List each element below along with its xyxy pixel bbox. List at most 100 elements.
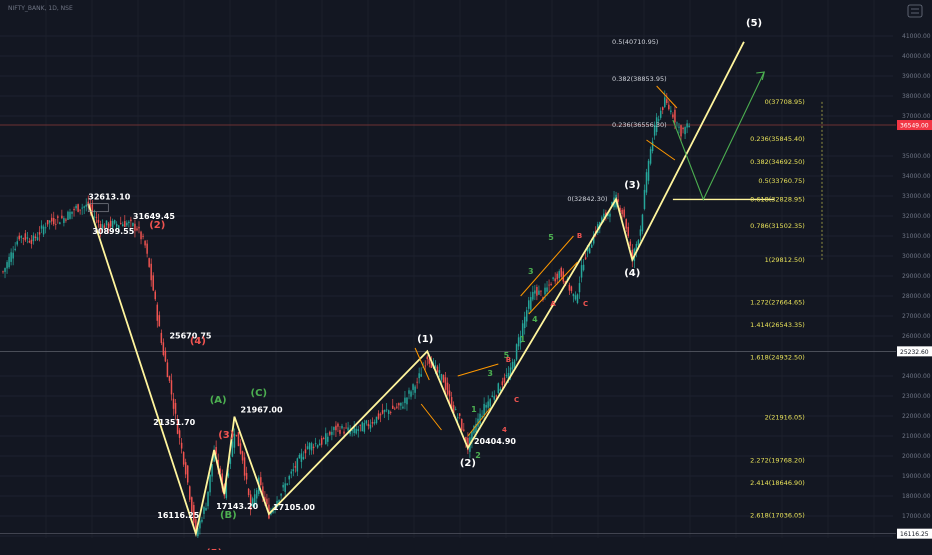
candle-body [517,337,520,347]
candle-body [146,243,148,254]
candle-body [521,323,524,338]
fib-level-label: 0.382(34692.50) [750,158,805,166]
candle-body [674,109,676,123]
wave-label: (4) [190,336,206,347]
price-tag-label: 36549.00 [900,123,929,130]
wave-label: C [514,396,519,404]
candle-body [282,484,284,488]
price-tag-label: 16116.25 [900,531,929,538]
candle-body [611,201,613,206]
candle-body [410,391,412,397]
candle-body [28,241,31,243]
candle-body [50,217,53,222]
candle-body [85,204,87,207]
candle-body [475,423,477,433]
fib-level-label: 1.272(27664.65) [750,299,805,307]
candle-body [144,240,146,246]
candle-body [621,209,623,215]
wave-label: 3 [528,267,534,276]
candle-body [61,215,63,219]
fib-level-label: 0.236(35845.40) [750,135,805,143]
price-label: 16116.25 [157,511,199,520]
candle-body [574,295,577,300]
candle-body [355,428,357,434]
fib-level-label: 0.5(33760.75) [758,177,804,185]
candle-body [150,263,152,281]
candle-body [162,342,165,356]
candle-body [670,110,672,113]
price-label: 30899.55 [92,227,134,236]
candle-body [12,252,14,259]
fib-level-label: 0(37708.95) [765,98,805,106]
wave-label: (A) [210,395,227,406]
channel-line [467,407,491,437]
ticker-label: NIFTY_BANK, 1D, NSE [8,5,73,12]
candle-body [605,212,607,216]
candle-body [440,374,443,380]
candle-body [136,228,138,231]
candle-body [172,398,175,409]
candle-body [584,257,587,260]
candle-body [32,235,35,242]
y-tick-label: 38000.00 [902,93,931,100]
candle-body [392,405,394,409]
candle-body [262,486,264,497]
candle-body [341,425,343,429]
candle-body [609,213,611,217]
candle-body [454,409,457,410]
wave-label: (3) [624,180,640,191]
candle-body [672,114,674,118]
y-tick-label: 26000.00 [902,333,931,340]
candle-body [103,225,106,229]
annotations: 0(37708.95) 0.236(35845.40) 0.382(34692.50… [88,18,805,555]
fib-level-label: 1.414(26543.35) [750,321,805,329]
fib-level-label: 2.414(18646.90) [750,479,805,487]
candle-body [245,472,248,480]
candle-body [641,214,644,232]
wave-label: 5 [548,233,554,242]
candle-body [113,220,116,224]
price-label: 31649.45 [133,212,175,221]
candle-body [645,172,648,193]
candle-body [168,376,171,381]
candle-body [57,216,59,218]
candle-body [619,207,621,212]
candle-body [164,350,167,362]
candle-body [629,241,632,246]
candle-body [253,494,256,506]
candle-body [686,123,688,128]
candle-body [71,211,73,214]
fib-level-label: 2(21916.05) [765,414,805,422]
channel-line [420,403,442,431]
candle-body [304,449,307,454]
candle-body [588,248,591,254]
candle-body [215,447,217,455]
candle-body [95,217,98,218]
wave-label: 1 [471,405,477,414]
candle-body [6,262,8,269]
projection-line [672,71,765,201]
candle-body [67,211,69,220]
candle-body [371,422,374,424]
y-tick-label: 22000.00 [902,413,931,420]
candle-body [79,209,81,211]
y-tick-label: 41000.00 [902,33,931,40]
y-tick-label: 19000.00 [902,473,931,480]
candle-body [156,304,159,321]
candle-body [193,505,195,523]
candle-body [211,464,213,477]
axis-settings-icon[interactable] [907,4,923,18]
candle-body [568,284,571,291]
candle-body [503,377,506,383]
candle-body [241,451,244,461]
candle-body [497,383,500,394]
candle-body [511,362,514,370]
candle-body [438,370,441,374]
fib-extension-label: 0.5(40710.95) [612,38,658,46]
candle-body [495,395,498,397]
candle-body [400,402,402,406]
candle-body [375,416,378,424]
candle-body [509,367,512,377]
candle-body [264,496,266,501]
